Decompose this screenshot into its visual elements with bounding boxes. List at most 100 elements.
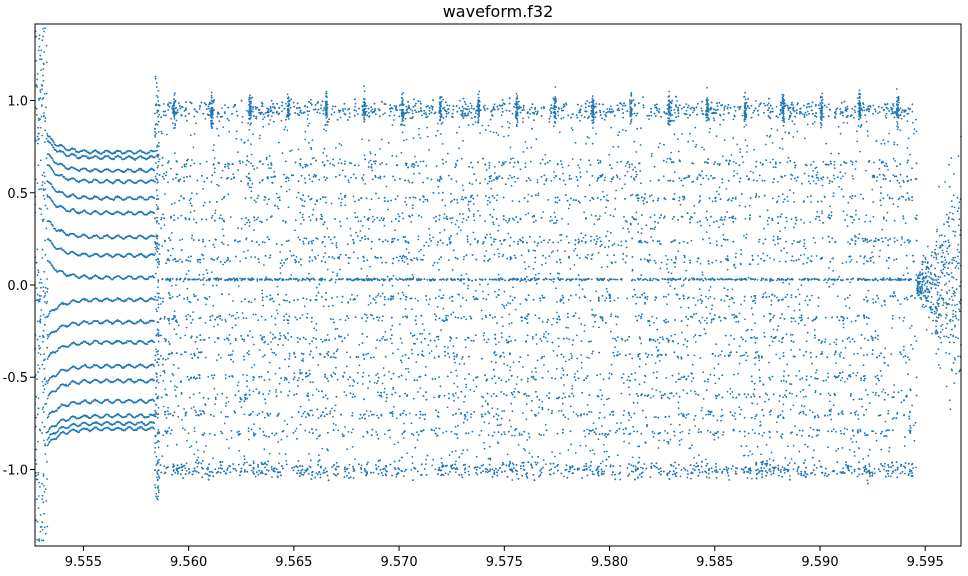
data-point bbox=[80, 197, 83, 199]
data-point bbox=[54, 228, 57, 230]
data-point bbox=[37, 142, 39, 145]
data-point bbox=[37, 397, 40, 400]
data-point bbox=[56, 349, 59, 352]
data-point bbox=[45, 302, 48, 305]
data-point bbox=[49, 142, 52, 144]
data-point bbox=[48, 378, 51, 381]
data-point bbox=[38, 481, 40, 484]
data-point bbox=[44, 316, 47, 319]
data-point bbox=[52, 225, 54, 227]
data-point bbox=[43, 171, 45, 174]
data-point bbox=[130, 169, 133, 171]
data-point bbox=[43, 296, 45, 299]
data-point bbox=[40, 49, 43, 52]
data-point bbox=[47, 443, 50, 445]
data-point bbox=[35, 107, 38, 110]
data-point bbox=[147, 415, 150, 418]
data-point bbox=[44, 358, 46, 361]
data-point bbox=[114, 236, 116, 239]
data-point bbox=[46, 290, 49, 293]
data-point bbox=[59, 405, 62, 407]
data-point bbox=[120, 321, 123, 323]
data-point bbox=[42, 411, 45, 413]
data-point bbox=[46, 194, 49, 196]
data-point bbox=[63, 176, 66, 178]
data-point bbox=[46, 278, 48, 280]
data-point bbox=[39, 315, 42, 317]
data-point bbox=[53, 188, 56, 191]
data-point bbox=[42, 80, 45, 82]
data-point bbox=[153, 298, 156, 301]
data-point bbox=[43, 526, 46, 529]
data-point bbox=[35, 35, 38, 38]
data-point bbox=[39, 126, 42, 129]
data-point bbox=[44, 383, 47, 386]
data-point bbox=[44, 453, 47, 455]
data-point bbox=[35, 287, 38, 290]
data-point bbox=[41, 88, 43, 91]
data-point bbox=[52, 171, 55, 174]
data-point bbox=[42, 313, 45, 316]
data-point bbox=[36, 520, 39, 523]
data-point bbox=[64, 153, 67, 156]
data-point bbox=[136, 380, 139, 383]
data-point bbox=[131, 211, 133, 214]
data-point bbox=[42, 384, 45, 387]
data-point bbox=[45, 500, 48, 502]
data-point bbox=[39, 278, 42, 281]
data-point bbox=[153, 428, 156, 430]
data-point bbox=[96, 155, 99, 158]
data-point bbox=[112, 182, 115, 185]
data-point bbox=[45, 92, 48, 95]
data-point bbox=[42, 406, 45, 409]
data-point bbox=[62, 145, 65, 148]
data-point bbox=[36, 274, 39, 276]
data-point bbox=[62, 192, 65, 195]
data-point bbox=[46, 132, 49, 135]
data-point bbox=[107, 253, 110, 256]
data-point bbox=[39, 320, 41, 322]
data-point bbox=[44, 443, 46, 445]
data-point bbox=[140, 155, 143, 158]
data-point bbox=[39, 514, 42, 516]
data-point bbox=[35, 474, 38, 477]
data-point bbox=[38, 294, 41, 297]
data-point bbox=[44, 117, 47, 119]
data-point bbox=[39, 486, 41, 488]
data-point bbox=[46, 207, 49, 210]
data-point bbox=[44, 488, 47, 490]
data-point bbox=[40, 309, 43, 311]
data-point bbox=[40, 104, 43, 107]
data-point bbox=[36, 135, 39, 138]
data-point bbox=[103, 151, 106, 154]
data-point bbox=[36, 538, 38, 541]
data-point bbox=[38, 37, 40, 40]
data-point bbox=[43, 388, 46, 390]
data-point bbox=[44, 239, 46, 242]
data-point bbox=[62, 301, 64, 304]
data-point bbox=[45, 106, 47, 109]
data-point bbox=[41, 184, 44, 187]
data-point bbox=[43, 182, 46, 185]
data-point bbox=[41, 134, 44, 137]
data-point bbox=[135, 343, 138, 345]
data-point bbox=[45, 61, 48, 64]
data-point bbox=[36, 293, 39, 296]
data-point bbox=[39, 159, 42, 162]
data-point bbox=[47, 430, 50, 433]
data-point bbox=[124, 401, 126, 404]
data-point bbox=[42, 501, 45, 504]
data-point bbox=[136, 198, 139, 200]
data-point bbox=[153, 276, 156, 279]
data-point bbox=[42, 68, 45, 70]
data-point bbox=[37, 407, 40, 410]
data-point bbox=[44, 286, 47, 289]
data-point bbox=[38, 281, 41, 284]
data-point bbox=[74, 178, 77, 181]
data-point bbox=[39, 530, 42, 533]
data-point bbox=[38, 45, 41, 48]
data-point bbox=[36, 320, 39, 323]
data-point bbox=[153, 400, 156, 403]
data-point bbox=[35, 463, 38, 465]
data-point bbox=[52, 243, 54, 246]
